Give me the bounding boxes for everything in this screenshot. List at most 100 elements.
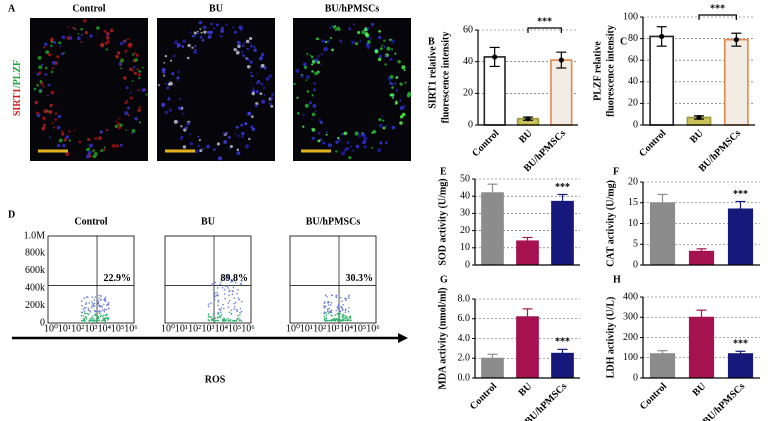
cell-dot bbox=[261, 99, 266, 104]
cell-dot bbox=[322, 141, 326, 145]
cell-dot bbox=[134, 116, 139, 121]
y-tick-label: 100 bbox=[623, 352, 638, 363]
event-dot bbox=[217, 317, 219, 319]
cell-dot bbox=[348, 156, 352, 160]
cell-dot bbox=[115, 120, 118, 123]
cell-dot bbox=[185, 126, 188, 130]
cell-dot bbox=[124, 111, 129, 116]
cell-dot bbox=[399, 115, 404, 119]
cell-dot bbox=[309, 101, 312, 105]
event-dot bbox=[235, 319, 237, 322]
y-tick-label: 300 bbox=[623, 312, 638, 323]
cell-dot bbox=[335, 140, 339, 144]
cell-dot bbox=[357, 30, 361, 35]
cell-dot bbox=[106, 129, 109, 132]
y-axis-label: CAT activity (U/mg) bbox=[605, 180, 616, 267]
cell-dot bbox=[145, 93, 148, 96]
event-dot bbox=[222, 318, 224, 321]
gate-percent: 89.8% bbox=[221, 273, 249, 284]
panel-label: A bbox=[8, 3, 16, 14]
event-dot bbox=[225, 278, 228, 280]
y-tick-label: 40 bbox=[628, 76, 638, 87]
event-dot bbox=[218, 308, 221, 310]
event-dot bbox=[91, 302, 94, 305]
event-dot bbox=[232, 286, 235, 289]
cell-dot bbox=[378, 35, 382, 40]
significance-label: *** bbox=[555, 337, 570, 348]
cell-dot bbox=[305, 74, 310, 80]
event-dot bbox=[227, 302, 230, 304]
event-dot bbox=[93, 318, 95, 320]
cell-dot bbox=[163, 61, 166, 64]
event-dot bbox=[84, 303, 87, 305]
cell-dot bbox=[56, 61, 59, 64]
flow-frame bbox=[289, 235, 377, 324]
cell-dot bbox=[311, 70, 314, 73]
cell-dot bbox=[96, 26, 100, 30]
cell-dot bbox=[43, 109, 48, 114]
cell-dot bbox=[44, 72, 48, 76]
event-dot bbox=[212, 293, 215, 296]
cell-dot bbox=[341, 133, 344, 136]
event-dot bbox=[241, 280, 243, 282]
event-dot bbox=[239, 311, 241, 314]
event-dot bbox=[86, 312, 89, 315]
cell-dot bbox=[133, 52, 136, 55]
x-tick-label: 10³ bbox=[85, 323, 98, 334]
cell-dot bbox=[246, 57, 250, 61]
event-dot bbox=[346, 316, 349, 318]
event-dot bbox=[97, 302, 100, 304]
event-dot bbox=[97, 300, 100, 303]
bar bbox=[649, 202, 676, 266]
cell-dot bbox=[374, 49, 378, 53]
cell-dot bbox=[394, 82, 397, 85]
cell-dot bbox=[157, 84, 160, 87]
cell-dot bbox=[67, 26, 69, 29]
event-dot bbox=[344, 311, 347, 313]
event-dot bbox=[91, 296, 94, 299]
event-dot bbox=[223, 288, 226, 291]
image-title: BU bbox=[209, 3, 223, 14]
event-dot bbox=[83, 310, 86, 312]
cell-dot bbox=[45, 50, 50, 55]
cell-dot bbox=[199, 149, 203, 153]
cell-dot bbox=[116, 122, 121, 126]
event-dot bbox=[233, 302, 235, 305]
cell-dot bbox=[314, 71, 318, 76]
event-dot bbox=[107, 317, 109, 319]
y-tick-label: 40 bbox=[463, 56, 473, 67]
event-dot bbox=[107, 302, 110, 304]
cell-dot bbox=[207, 31, 211, 35]
event-dot bbox=[80, 300, 83, 302]
event-dot bbox=[347, 310, 350, 313]
cell-dot bbox=[60, 52, 64, 56]
event-dot bbox=[340, 306, 343, 309]
cell-dot bbox=[263, 87, 266, 89]
x-tick-label: 10² bbox=[313, 323, 326, 334]
cell-dot bbox=[194, 35, 197, 38]
cell-dot bbox=[138, 70, 142, 73]
cell-dot bbox=[68, 130, 71, 133]
event-dot bbox=[344, 315, 347, 317]
cell-dot bbox=[166, 86, 170, 90]
cell-dot bbox=[216, 142, 221, 146]
cell-dot bbox=[233, 48, 237, 52]
event-dot bbox=[212, 289, 215, 291]
event-dot bbox=[214, 281, 217, 284]
bar bbox=[688, 250, 715, 266]
cell-dot bbox=[259, 92, 263, 96]
event-dot bbox=[239, 307, 242, 310]
cell-dot bbox=[68, 139, 72, 142]
cell-dot bbox=[390, 39, 395, 44]
cell-dot bbox=[391, 48, 393, 50]
cell-dot bbox=[250, 125, 254, 129]
event-dot bbox=[324, 317, 326, 320]
event-dot bbox=[223, 319, 226, 322]
cell-dot bbox=[177, 70, 181, 74]
event-dot bbox=[220, 281, 222, 283]
cell-dot bbox=[138, 76, 141, 80]
cell-dot bbox=[163, 74, 166, 77]
event-dot bbox=[223, 307, 225, 310]
cell-dot bbox=[44, 66, 48, 70]
event-dot bbox=[238, 298, 241, 301]
